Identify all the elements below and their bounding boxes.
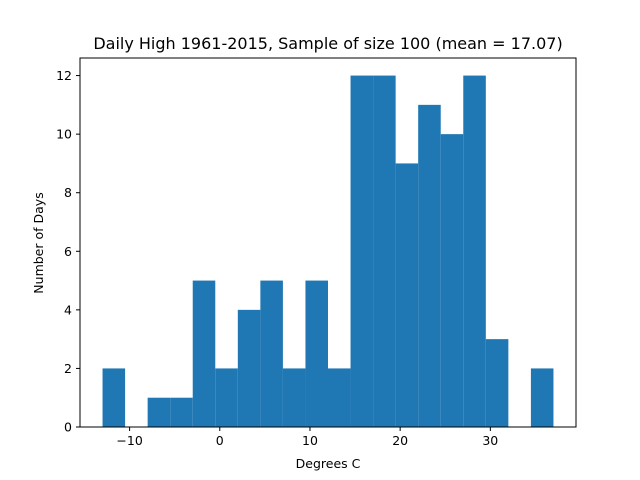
plot-frame [79, 57, 577, 428]
y-tick-label: 4 [64, 302, 72, 317]
y-tick-label: 2 [64, 361, 72, 376]
histogram-bar-15 [440, 134, 464, 427]
x-tick-label: 10 [302, 433, 318, 448]
histogram-bar-12 [373, 75, 396, 428]
histogram-bar-4 [192, 280, 216, 427]
x-axis-ticks: −10 0 10 20 30 [116, 427, 498, 448]
histogram-bar-11 [350, 75, 374, 428]
histogram-bar-0 [102, 368, 126, 427]
x-tick-label: 20 [392, 433, 408, 448]
y-tick-label: 6 [64, 244, 72, 259]
histogram-bar-10 [328, 368, 351, 427]
histogram-bar-13 [395, 163, 419, 427]
histogram-bar-16 [463, 75, 486, 428]
histogram-bars [102, 75, 554, 428]
histogram-bar-19 [530, 368, 554, 427]
histogram-bar-5 [215, 368, 238, 427]
histogram-bar-9 [305, 280, 328, 427]
chart-title: Daily High 1961-2015, Sample of size 100… [93, 34, 562, 53]
histogram-bar-8 [282, 368, 306, 427]
histogram-bar-6 [237, 309, 261, 427]
histogram-bar-14 [418, 104, 441, 427]
histogram-bar-17 [485, 339, 509, 427]
y-tick-label: 0 [64, 420, 72, 435]
histogram-bar-7 [260, 280, 283, 427]
y-tick-label: 12 [56, 68, 72, 83]
histogram-bar-3 [170, 397, 193, 427]
y-axis-ticks: 0 2 4 6 8 10 12 [56, 68, 80, 435]
x-tick-label: 30 [482, 433, 498, 448]
y-tick-label: 10 [56, 127, 72, 142]
y-tick-label: 8 [64, 185, 72, 200]
x-tick-label: 0 [216, 433, 224, 448]
histogram-bar-2 [147, 397, 171, 427]
x-axis-label: Degrees C [296, 456, 361, 471]
y-axis-label: Number of Days [31, 192, 46, 293]
x-tick-label: −10 [116, 433, 142, 448]
